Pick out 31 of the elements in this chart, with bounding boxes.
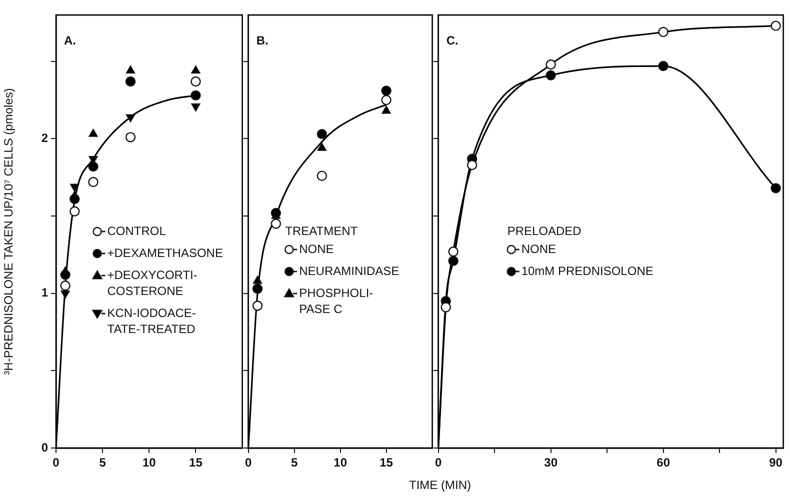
legend-title: TREATMENT	[285, 224, 358, 238]
x-tick-label: 15	[189, 456, 203, 470]
x-tick-label: 60	[656, 456, 670, 470]
x-tick-label: 10	[334, 456, 348, 470]
x-tick-label: 0	[244, 456, 252, 470]
x-tick-label: 15	[380, 456, 394, 470]
text: A.	[64, 33, 76, 48]
legend-label: 10mM PREDNISOLONE	[521, 264, 654, 278]
y-axis-title: ³H-PREDNISOLONE TAKEN UP/10⁷ CELLS (pmoles)	[2, 88, 16, 375]
x-tick-label: 10	[142, 456, 156, 470]
text: C.	[446, 33, 458, 48]
x-tick-label: 0	[434, 456, 442, 470]
legend-title: PRELOADED	[507, 224, 582, 238]
x-axis-title: TIME (MIN)	[408, 478, 472, 492]
x-tick-label: 90	[769, 456, 783, 470]
x-tick-label: 0	[52, 456, 60, 470]
legend-label: +DEOXYCORTI- COSTERONE	[107, 268, 198, 298]
y-tick-label: 2	[41, 131, 48, 146]
text: B.	[256, 33, 268, 48]
legend-label: NONE	[299, 242, 334, 256]
y-tick-label: 0	[41, 440, 48, 454]
y-tick-label: 1	[41, 286, 48, 300]
legend-label: CONTROL	[107, 224, 166, 238]
x-tick-label: 30	[544, 456, 558, 470]
legend-label: PHOSPHOLI- PASE C	[299, 286, 374, 316]
legend-label: NEURAMINIDASE	[299, 264, 400, 278]
x-tick-label: 5	[99, 456, 106, 470]
legend-label: NONE	[521, 242, 556, 256]
legend-label: KCN-IODOACE- TATE-TREATED	[107, 306, 196, 336]
x-tick-label: 5	[290, 456, 298, 470]
legend-label: +DEXAMETHASONE	[107, 246, 223, 260]
